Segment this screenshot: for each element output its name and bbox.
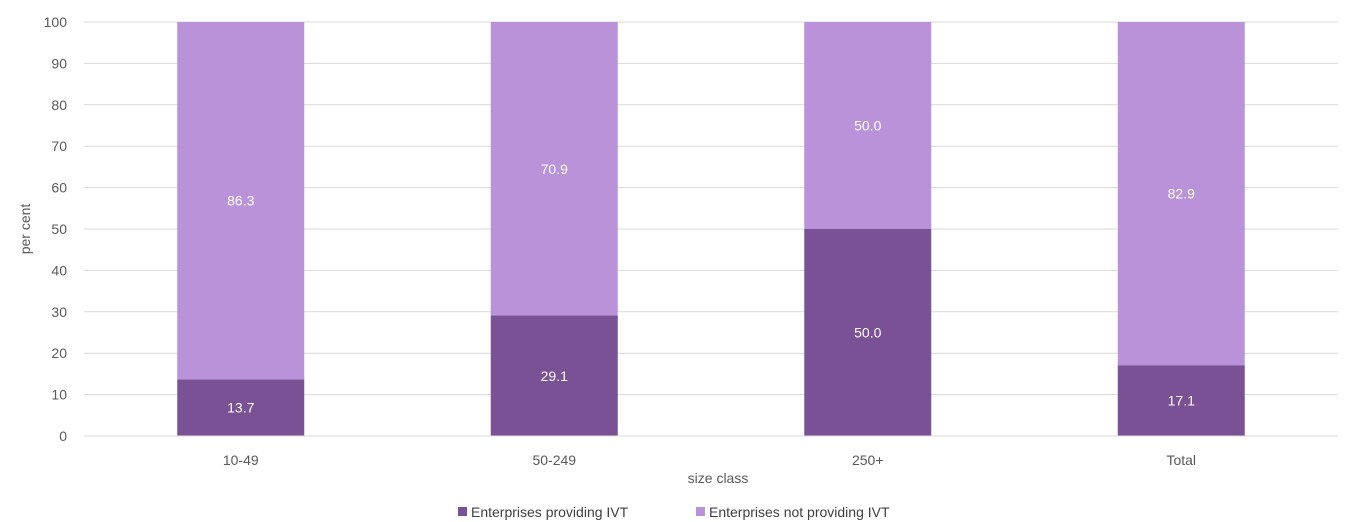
bar-providing-50-249 [490, 315, 618, 436]
legend-label-providing: Enterprises providing IVT [471, 504, 629, 520]
legend-item-not-providing: Enterprises not providing IVT [696, 504, 890, 520]
bar-not-providing-250+ [804, 22, 932, 229]
data-label-not-providing-250+: 50.0 [854, 118, 881, 134]
y-axis-tick-labels: 0 10 20 30 40 50 60 70 80 90 100 [44, 14, 68, 444]
y-tick-label-40: 40 [51, 262, 67, 278]
legend-label-not-providing: Enterprises not providing IVT [709, 504, 890, 520]
y-tick-label-50: 50 [51, 221, 67, 237]
bar-not-providing-total [1117, 22, 1245, 366]
x-axis-tick-labels: 10-49 50-249 250+ Total [223, 452, 1196, 468]
legend-swatch-not-providing [696, 507, 705, 516]
x-tick-label-10-49: 10-49 [223, 452, 259, 468]
legend-swatch-providing [458, 507, 467, 516]
y-tick-label-0: 0 [59, 428, 67, 444]
data-label-not-providing-50-249: 70.9 [541, 161, 568, 177]
data-labels: 13.7 86.3 29.1 70.9 50.0 50.0 17.1 82.9 [227, 118, 1195, 416]
bar-not-providing-10-49 [177, 22, 305, 380]
data-label-providing-total: 17.1 [1168, 393, 1195, 409]
bar-providing-250+ [804, 229, 932, 436]
x-tick-label-50-249: 50-249 [532, 452, 576, 468]
y-tick-label-80: 80 [51, 97, 67, 113]
y-tick-label-20: 20 [51, 345, 67, 361]
data-label-providing-50-249: 29.1 [541, 368, 568, 384]
data-label-providing-250+: 50.0 [854, 325, 881, 341]
y-axis-title: per cent [17, 204, 33, 255]
data-label-not-providing-total: 82.9 [1168, 186, 1195, 202]
x-axis-title: size class [688, 470, 749, 486]
data-label-not-providing-10-49: 86.3 [227, 193, 254, 209]
bars [177, 22, 1245, 436]
y-tick-label-100: 100 [44, 14, 68, 30]
x-tick-label-total: Total [1166, 452, 1196, 468]
legend-item-providing: Enterprises providing IVT [458, 504, 629, 520]
y-tick-label-30: 30 [51, 304, 67, 320]
y-tick-label-90: 90 [51, 55, 67, 71]
y-tick-label-10: 10 [51, 387, 67, 403]
data-label-providing-10-49: 13.7 [227, 400, 254, 416]
y-tick-label-60: 60 [51, 180, 67, 196]
bar-not-providing-50-249 [490, 22, 618, 316]
bar-providing-total [1117, 365, 1245, 436]
y-tick-label-70: 70 [51, 138, 67, 154]
legend: Enterprises providing IVT Enterprises no… [458, 504, 890, 520]
bar-providing-10-49 [177, 379, 305, 436]
x-tick-label-250+: 250+ [852, 452, 884, 468]
